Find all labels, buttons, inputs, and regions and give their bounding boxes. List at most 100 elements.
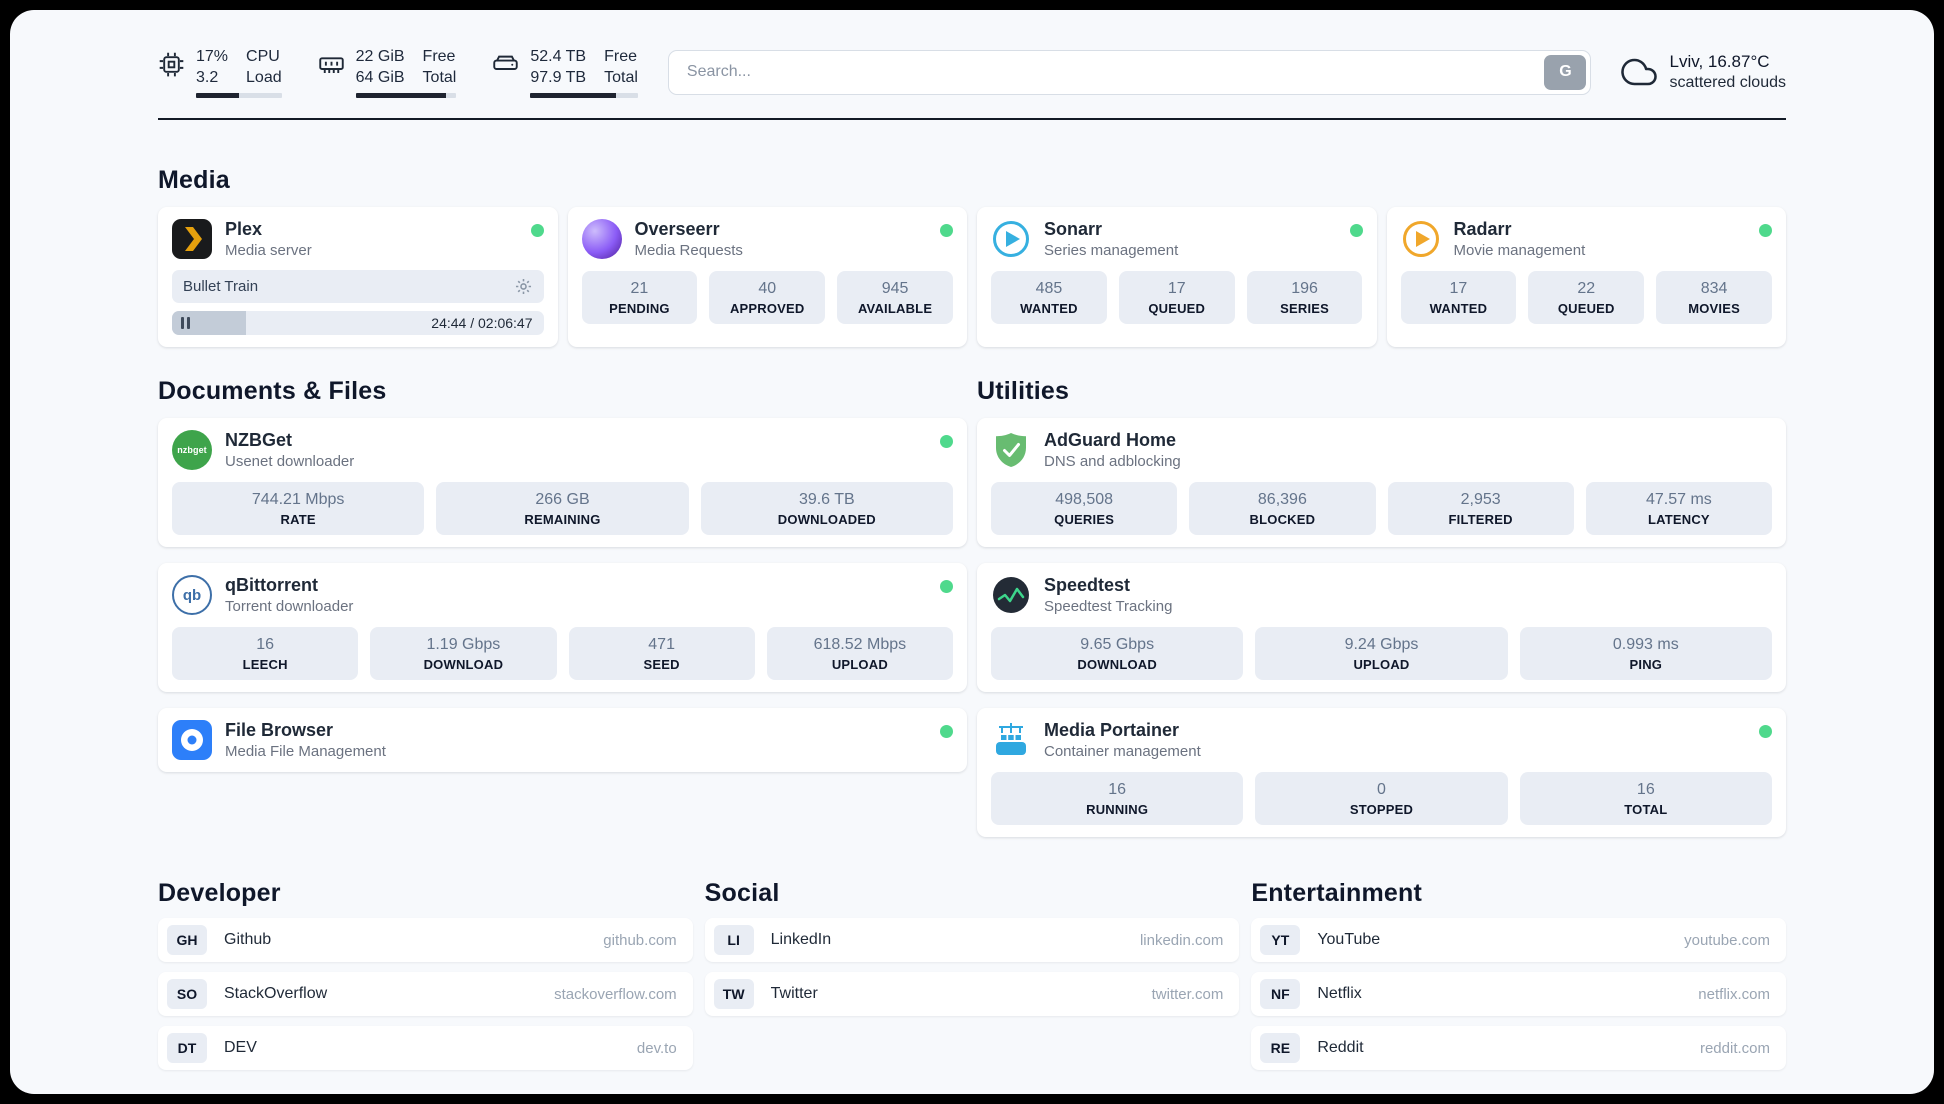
stat-label: PENDING bbox=[609, 301, 670, 316]
bookmark-url: netflix.com bbox=[1698, 985, 1770, 1003]
service-name: Plex bbox=[225, 219, 263, 239]
stat-value: 9.24 Gbps bbox=[1344, 636, 1419, 653]
service-card-speedtest[interactable]: Speedtest Speedtest Tracking 9.65 Gbps D… bbox=[977, 563, 1786, 692]
stat-label: LATENCY bbox=[1647, 512, 1710, 527]
stat-downloaded: 39.6 TB DOWNLOADED bbox=[700, 482, 953, 535]
service-subtitle: Media server bbox=[225, 242, 312, 259]
status-dot bbox=[1349, 224, 1363, 237]
stat-label: RUNNING bbox=[1086, 802, 1149, 817]
speedtest-icon bbox=[991, 575, 1031, 615]
stat-label: QUERIES bbox=[1054, 512, 1115, 527]
playback-progress-fill bbox=[172, 311, 247, 335]
stat-value: 47.57 ms bbox=[1645, 491, 1712, 508]
disk-free-value: 52.4 TB bbox=[530, 48, 587, 65]
service-card-filebrowser[interactable]: File Browser Media File Management bbox=[158, 708, 967, 772]
qbittorrent-icon: qb bbox=[172, 575, 212, 615]
status-dot bbox=[940, 224, 953, 237]
section-title-developer: Developer bbox=[158, 879, 281, 907]
stat-value: 945 bbox=[881, 280, 909, 297]
search-input[interactable] bbox=[667, 49, 1592, 95]
utilities-column: Utilities AdGuard Home DNS and adblockin… bbox=[977, 377, 1786, 837]
status-dot bbox=[1759, 224, 1772, 237]
stat-download: 1.19 Gbps DOWNLOAD bbox=[370, 627, 557, 680]
bookmark-netflix[interactable]: NF Netflix netflix.com bbox=[1251, 972, 1786, 1016]
bookmark-dev[interactable]: DT DEV dev.to bbox=[158, 1026, 693, 1070]
bookmark-abbr: LI bbox=[713, 925, 754, 955]
bookmark-youtube[interactable]: YT YouTube youtube.com bbox=[1251, 918, 1786, 962]
stat-label: WANTED bbox=[1020, 301, 1078, 316]
bookmark-stackoverflow[interactable]: SO StackOverflow stackoverflow.com bbox=[158, 972, 693, 1016]
service-card-adguard[interactable]: AdGuard Home DNS and adblocking 498,508 … bbox=[977, 418, 1786, 547]
memory-readout: 22 GiB 64 GiB Free Total bbox=[355, 46, 457, 98]
service-name: Radarr bbox=[1453, 219, 1512, 239]
stat-label: PING bbox=[1629, 657, 1663, 672]
service-card-qbittorrent[interactable]: qb qBittorrent Torrent downloader 16 LEE… bbox=[158, 563, 967, 692]
bookmark-abbr: TW bbox=[713, 979, 754, 1009]
stat-label: TOTAL bbox=[1624, 802, 1668, 817]
nzbget-icon: nzbget bbox=[172, 430, 212, 470]
stat-value: 16 bbox=[256, 636, 275, 653]
stat-label: DOWNLOAD bbox=[1077, 657, 1157, 672]
disk-usage-bar-fill bbox=[530, 93, 617, 98]
service-name: Sonarr bbox=[1044, 219, 1103, 239]
dashboard-content: 17% 3.2 CPU Load bbox=[158, 10, 1786, 1070]
status-dot bbox=[940, 435, 953, 448]
pause-icon[interactable] bbox=[181, 317, 190, 329]
service-card-portainer[interactable]: Media Portainer Container management 16 … bbox=[977, 708, 1786, 837]
stat-value: 744.21 Mbps bbox=[251, 491, 345, 508]
service-card-overseerr[interactable]: Overseerr Media Requests 21 PENDING 40 A… bbox=[567, 207, 967, 347]
stat-value: 17 bbox=[1167, 280, 1186, 297]
stat-value: 86,396 bbox=[1257, 491, 1307, 508]
status-dot bbox=[530, 224, 544, 237]
stat-blocked: 86,396 BLOCKED bbox=[1189, 482, 1376, 535]
stat-label: UPLOAD bbox=[1353, 657, 1410, 672]
cpu-load-value: 3.2 bbox=[196, 69, 219, 86]
section-title-media: Media bbox=[158, 166, 230, 194]
stat-upload: 618.52 Mbps UPLOAD bbox=[766, 627, 953, 680]
stat-label: FILTERED bbox=[1448, 512, 1513, 527]
bookmark-twitter[interactable]: TW Twitter twitter.com bbox=[704, 972, 1240, 1016]
service-name: Speedtest bbox=[1044, 575, 1131, 595]
overseerr-icon bbox=[581, 219, 622, 259]
bookmark-linkedin[interactable]: LI LinkedIn linkedin.com bbox=[704, 918, 1240, 962]
section-title-social: Social bbox=[704, 879, 780, 907]
bookmark-reddit[interactable]: RE Reddit reddit.com bbox=[1251, 1026, 1786, 1070]
stat-value: 196 bbox=[1291, 280, 1318, 297]
bookmark-abbr: RE bbox=[1260, 1033, 1301, 1063]
service-card-nzbget[interactable]: nzbget NZBGet Usenet downloader 744.21 M… bbox=[158, 418, 967, 547]
stats-row: 16 RUNNING 0 STOPPED 16 TOTAL bbox=[991, 772, 1772, 825]
status-dot bbox=[940, 580, 953, 593]
service-card-sonarr[interactable]: Sonarr Series management 485 WANTED 17 Q… bbox=[977, 207, 1377, 347]
search-provider-button[interactable]: G bbox=[1544, 54, 1587, 90]
stat-queued: 17 QUEUED bbox=[1118, 271, 1235, 324]
filebrowser-icon bbox=[172, 720, 212, 760]
stat-label: RATE bbox=[280, 512, 316, 527]
weather-condition: scattered clouds bbox=[1669, 74, 1786, 91]
plex-icon bbox=[172, 219, 212, 259]
disk-readout: 52.4 TB 97.9 TB Free Total bbox=[530, 46, 638, 98]
stat-label: DOWNLOADED bbox=[777, 512, 876, 527]
disk-usage-bar bbox=[530, 93, 638, 98]
social-column: Social LI LinkedIn linkedin.com TW Twitt… bbox=[704, 879, 1240, 1016]
cpu-usage-bar-fill bbox=[196, 93, 239, 98]
service-subtitle: Media Requests bbox=[634, 242, 743, 259]
stat-approved: 40 APPROVED bbox=[709, 271, 826, 324]
bookmark-url: stackoverflow.com bbox=[554, 985, 677, 1003]
service-card-plex[interactable]: Plex Media server Bullet Train 24:44 / 0… bbox=[158, 207, 558, 347]
stat-value: 40 bbox=[758, 280, 777, 297]
stat-value: 266 GB bbox=[535, 491, 590, 508]
bookmark-url: reddit.com bbox=[1699, 1039, 1770, 1057]
service-card-radarr[interactable]: Radarr Movie management 17 WANTED 22 QUE… bbox=[1386, 207, 1786, 347]
gear-icon[interactable] bbox=[514, 277, 533, 296]
service-name: qBittorrent bbox=[225, 575, 318, 595]
bookmark-abbr: GH bbox=[167, 925, 207, 955]
bookmark-abbr: NF bbox=[1260, 979, 1301, 1009]
bookmark-github[interactable]: GH Github github.com bbox=[158, 918, 693, 962]
stat-seed: 471 SEED bbox=[568, 627, 755, 680]
memory-usage-bar bbox=[355, 93, 457, 98]
developer-column: Developer GH Github github.com SO StackO… bbox=[158, 879, 693, 1070]
stats-row: 498,508 QUERIES 86,396 BLOCKED 2,953 FIL… bbox=[991, 482, 1772, 535]
section-title-entertainment: Entertainment bbox=[1251, 879, 1423, 907]
service-subtitle: Series management bbox=[1044, 242, 1179, 259]
playback-progress-bar[interactable]: 24:44 / 02:06:47 bbox=[172, 311, 544, 335]
